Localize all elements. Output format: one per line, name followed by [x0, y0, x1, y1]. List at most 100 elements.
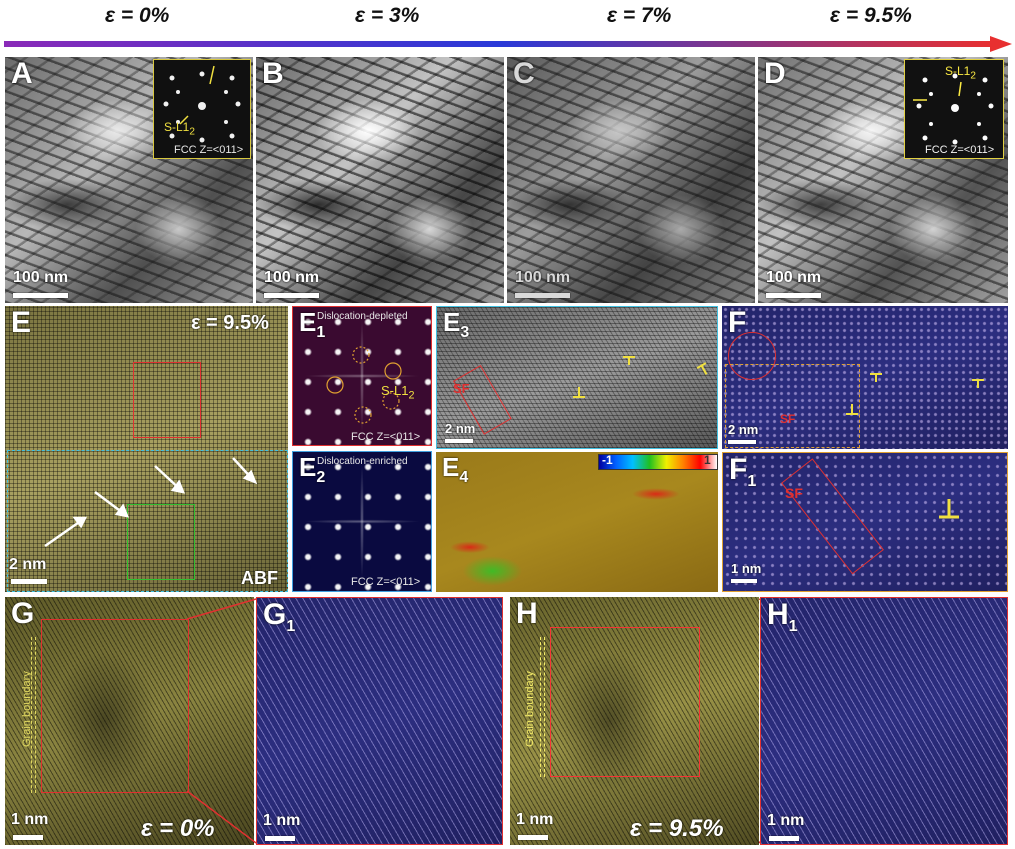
panel-g-letter: G [11, 597, 35, 630]
panel-f1-dislocation-marker [939, 499, 959, 519]
diffraction-pattern-d [913, 73, 994, 145]
panel-e1-title: Dislocation-depleted [317, 311, 408, 322]
panel-e1-phase: S-L12 [381, 383, 415, 402]
panel-g1-scale-bar [265, 836, 295, 841]
panel-f-orange-region [725, 364, 860, 448]
panel-e2-title: Dislocation-enriched [317, 456, 408, 467]
panel-f-red-circle [728, 332, 776, 380]
panel-e4-letter-sub: 4 [459, 469, 469, 487]
panel-e3-letter-sub: 3 [460, 324, 470, 342]
panel-h-red-box [550, 627, 700, 777]
panel-f1-scale-text: 1 nm [731, 561, 762, 576]
panel-e1-zone: FCC Z=<011> [351, 431, 421, 443]
panel-e1-letter: E1 [299, 309, 325, 341]
panel-h1-letter-sub: 1 [788, 618, 798, 635]
panel-e3-letter: E3 [443, 309, 469, 341]
panel-h1: H1 1 nm [760, 597, 1008, 845]
panel-e4-letter-main: E [442, 452, 460, 482]
panel-h1-scale-text: 1 nm [767, 812, 805, 829]
panel-e1-phase-text: S-L1 [381, 383, 409, 398]
panel-e-mode: ABF [241, 568, 278, 588]
panel-g-red-box [41, 619, 189, 793]
panel-e2: E2 Dislocation-enriched FCC Z=<011> [292, 451, 432, 592]
panel-f1-letter: F1 [729, 455, 756, 490]
panel-g1: G1 1 nm [256, 597, 503, 845]
panel-f1-letter-sub: 1 [747, 473, 757, 490]
panel-e-arrows [44, 457, 258, 548]
panel-e1-circles [326, 346, 402, 424]
panel-d: D S-L12 FCC Z=<011> 100 nm [758, 57, 1008, 303]
panel-f1-scale-bar [731, 579, 757, 583]
panel-e4: E4 -1 1 [436, 452, 718, 592]
panel-h1-letter-main: H [767, 598, 789, 631]
inset-d-zone: FCC Z=<011> [925, 144, 995, 156]
panel-c-letter: C [513, 57, 535, 90]
panel-d-scale-text: 100 nm [766, 269, 822, 286]
panel-f1: F1 SF 1 nm [722, 452, 1008, 592]
panel-a-scale-text: 100 nm [13, 269, 69, 286]
panel-h-grain-boundary-line [540, 637, 545, 777]
panel-h-gb-label: Grain boundary [524, 671, 536, 747]
panel-d-diffraction-inset: S-L12 FCC Z=<011> [904, 59, 1004, 159]
panel-g-strain: ε = 0% [141, 815, 215, 842]
panel-g-scale-bar [13, 835, 43, 840]
inset-d-phase: S-L12 [945, 64, 976, 81]
panel-e-letter: E [11, 306, 32, 339]
panel-g-grain-boundary-line [31, 637, 36, 793]
panel-g1-scale-text: 1 nm [263, 812, 301, 829]
panel-e1-letter-main: E [299, 307, 317, 337]
panel-a: A S-L12 FCC Z=<011> 100 nm [5, 57, 253, 303]
panel-b: B 100 nm [256, 57, 504, 303]
inset-a-phase-sub: 2 [189, 126, 195, 138]
panel-e2-letter-sub: 2 [316, 469, 326, 487]
panel-e4-colorbar [598, 454, 718, 470]
panel-h1-letter: H1 [767, 600, 798, 635]
panel-f-scale-text: 2 nm [728, 422, 759, 437]
panel-e4-cbar-max: 1 [704, 453, 711, 467]
panel-h: H Grain boundary 1 nm ε = 9.5% [510, 597, 759, 845]
panel-h-scale-bar [518, 835, 548, 840]
panel-e-red-box [133, 362, 201, 438]
strain-gradient-arrow [4, 36, 1012, 52]
panel-c-scale-text: 100 nm [515, 269, 571, 286]
inset-d-phase-sub: 2 [970, 70, 976, 82]
panel-e1-phase-sub: 2 [408, 389, 415, 402]
panel-e1-letter-sub: 1 [316, 324, 326, 342]
panel-e-scale-bar [11, 579, 47, 584]
panel-e3-letter-main: E [443, 307, 461, 337]
panel-g1-letter-main: G [263, 598, 287, 631]
panel-d-letter: D [764, 57, 786, 90]
panel-e4-letter: E4 [442, 454, 468, 486]
panel-h-strain: ε = 9.5% [630, 815, 724, 842]
inset-a-phase: S-L12 [164, 120, 195, 137]
diffraction-pattern-a [163, 65, 241, 143]
panel-f-scale-bar [728, 440, 756, 444]
panel-d-scale-bar [766, 293, 821, 298]
panel-e3-dislocation-markers [573, 356, 708, 398]
panel-b-scale-text: 100 nm [264, 269, 320, 286]
strain-label-3: ε = 3% [355, 4, 420, 27]
panel-h-letter: H [516, 597, 538, 630]
panel-f-dislocation-markers [846, 373, 984, 415]
panel-c-scale-bar [515, 293, 570, 298]
panel-e-strain: ε = 9.5% [191, 312, 269, 334]
panel-e-green-box [127, 504, 195, 580]
panel-h-scale-text: 1 nm [516, 811, 554, 828]
panel-e3-scale-text: 2 nm [445, 421, 476, 436]
panel-f: F SF 2 nm [722, 306, 1008, 449]
panel-b-scale-bar [264, 293, 319, 298]
panel-f-sf-label: SF [780, 412, 796, 426]
panel-c: C 100 nm [507, 57, 755, 303]
panel-e4-cbar-min: -1 [602, 453, 613, 467]
panel-e3-scale-bar [445, 439, 473, 443]
panel-e-cyan-region [7, 450, 288, 592]
panel-g1-letter-sub: 1 [286, 618, 296, 635]
strain-label-9-5: ε = 9.5% [830, 4, 912, 27]
panel-f-letter: F [728, 306, 747, 339]
panel-a-diffraction-inset: S-L12 FCC Z=<011> [153, 59, 251, 159]
panel-e-scale-text: 2 nm [9, 556, 47, 573]
strain-label-7: ε = 7% [607, 4, 672, 27]
strain-label-0: ε = 0% [105, 4, 170, 27]
panel-e3: E3 SF 2 nm [436, 306, 718, 449]
panel-g: G Grain boundary 1 nm ε = 0% [5, 597, 254, 845]
